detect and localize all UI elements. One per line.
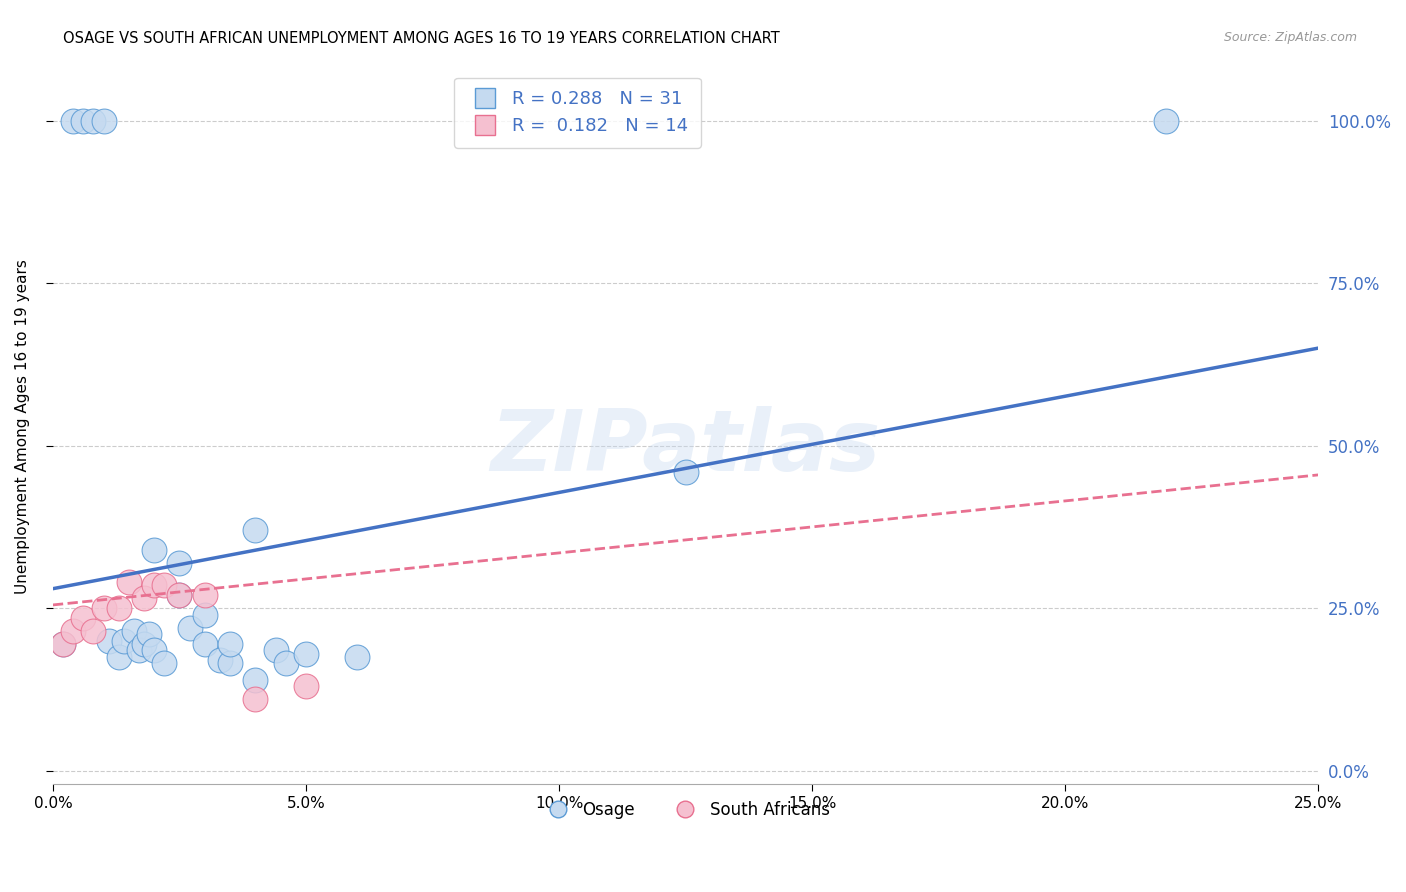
Point <box>194 607 217 622</box>
Point <box>245 673 267 687</box>
Point <box>138 627 160 641</box>
Point <box>97 633 120 648</box>
Point <box>93 113 115 128</box>
Point <box>112 633 135 648</box>
Point <box>295 679 318 693</box>
Point <box>194 588 217 602</box>
Point <box>219 657 242 671</box>
Point <box>1156 113 1178 128</box>
Y-axis label: Unemployment Among Ages 16 to 19 years: Unemployment Among Ages 16 to 19 years <box>15 259 30 593</box>
Point <box>179 621 201 635</box>
Point <box>62 113 84 128</box>
Point <box>118 575 141 590</box>
Point <box>52 637 75 651</box>
Point <box>72 113 94 128</box>
Point <box>62 624 84 638</box>
Point <box>169 588 191 602</box>
Point <box>245 523 267 537</box>
Point <box>72 611 94 625</box>
Point <box>143 542 166 557</box>
Point <box>143 578 166 592</box>
Point <box>122 624 145 638</box>
Point <box>128 643 150 657</box>
Point <box>107 601 129 615</box>
Point <box>295 647 318 661</box>
Point <box>219 637 242 651</box>
Point <box>143 643 166 657</box>
Point <box>274 657 297 671</box>
Point <box>169 588 191 602</box>
Point <box>194 637 217 651</box>
Point <box>132 591 155 606</box>
Point <box>93 601 115 615</box>
Point <box>153 578 176 592</box>
Point <box>82 113 104 128</box>
Point <box>107 649 129 664</box>
Point <box>82 624 104 638</box>
Point <box>245 692 267 706</box>
Point <box>675 465 697 479</box>
Text: Source: ZipAtlas.com: Source: ZipAtlas.com <box>1223 31 1357 45</box>
Point <box>169 556 191 570</box>
Point <box>208 653 231 667</box>
Text: ZIPatlas: ZIPatlas <box>491 406 880 489</box>
Point <box>264 643 287 657</box>
Text: OSAGE VS SOUTH AFRICAN UNEMPLOYMENT AMONG AGES 16 TO 19 YEARS CORRELATION CHART: OSAGE VS SOUTH AFRICAN UNEMPLOYMENT AMON… <box>63 31 780 46</box>
Point <box>132 637 155 651</box>
Legend: Osage, South Africans: Osage, South Africans <box>534 794 837 825</box>
Point <box>52 637 75 651</box>
Point <box>346 649 368 664</box>
Point <box>153 657 176 671</box>
